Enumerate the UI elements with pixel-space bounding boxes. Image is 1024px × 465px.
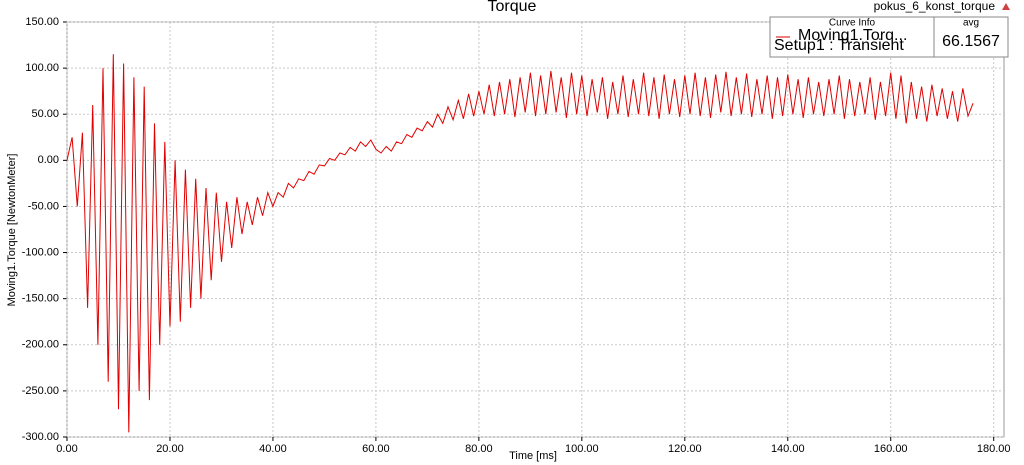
legend: Curve Info avg Moving1.Torq... Setup1 : … bbox=[769, 16, 1009, 58]
x-tick-label: 0.00 bbox=[56, 443, 77, 455]
x-tick-label: 100.00 bbox=[565, 443, 599, 455]
plot-area: -300.00 -250.00 -200.00 -150.00 -100.00 -50.0… bbox=[22, 16, 1011, 455]
x-tick-label: 120.00 bbox=[668, 443, 702, 455]
legend-stat-header: avg bbox=[963, 18, 979, 29]
plot-background bbox=[66, 21, 1005, 438]
x-tick-label: 140.00 bbox=[771, 443, 805, 455]
x-axis-label: Time [ms] bbox=[509, 450, 557, 462]
y-tick-label: -300.00 bbox=[22, 431, 59, 443]
y-tick-label: -50.00 bbox=[28, 200, 59, 212]
collapse-icon[interactable] bbox=[1002, 3, 1010, 10]
project-name: pokus_6_konst_torque bbox=[874, 0, 996, 13]
x-tick-label: 160.00 bbox=[874, 443, 908, 455]
x-tick-label: 80.00 bbox=[465, 443, 493, 455]
legend-box bbox=[769, 16, 1009, 58]
y-tick-label: -150.00 bbox=[22, 293, 59, 305]
legend-stat-value: 66.1567 bbox=[942, 33, 1000, 50]
legend-series-name: Moving1.Torq... bbox=[798, 27, 907, 44]
y-axis-label: Moving1.Torque [NewtonMeter] bbox=[6, 154, 18, 307]
x-tick-label: 20.00 bbox=[156, 443, 184, 455]
y-tick-label: 50.00 bbox=[31, 108, 59, 120]
y-tick-label: 150.00 bbox=[25, 16, 59, 28]
data-line bbox=[66, 54, 974, 433]
y-tick-label: -100.00 bbox=[22, 246, 59, 258]
legend-setup: Setup1 : Transient bbox=[774, 37, 904, 54]
y-tick-label: 100.00 bbox=[25, 62, 59, 74]
x-tick-label: 60.00 bbox=[362, 443, 390, 455]
y-tick-label: -200.00 bbox=[22, 339, 59, 351]
x-tick-label: 180.00 bbox=[977, 443, 1011, 455]
x-tick-label: 40.00 bbox=[259, 443, 287, 455]
y-tick-label: 0.00 bbox=[38, 154, 59, 166]
y-tick-label: -250.00 bbox=[22, 385, 59, 397]
chart-title: Torque bbox=[488, 0, 537, 15]
legend-header: Curve Info bbox=[829, 18, 876, 29]
